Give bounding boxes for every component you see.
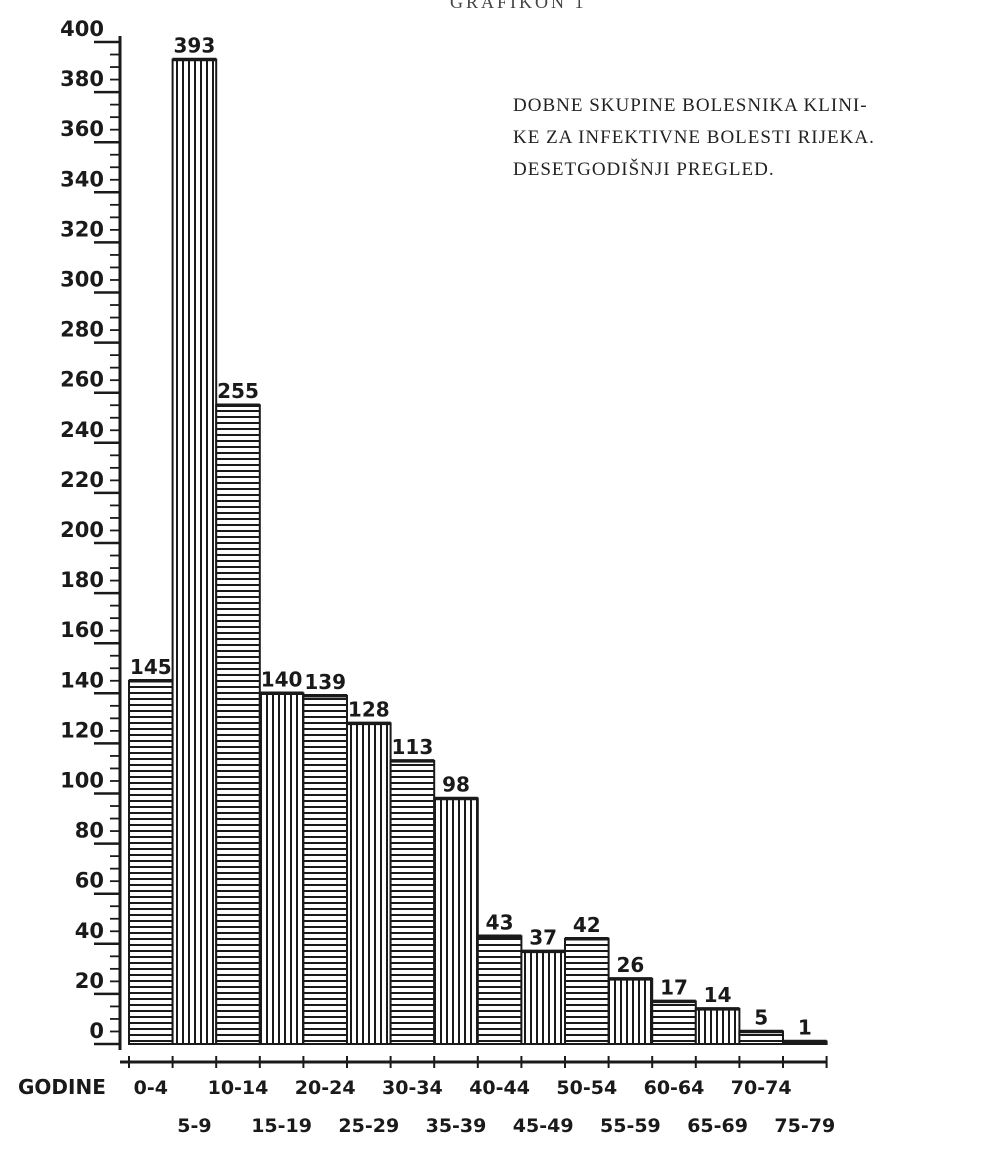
y-tick-label: 300 (60, 268, 104, 292)
value-label-15-19: 140 (261, 667, 303, 691)
x-tick-label-0-4: 0-4 (134, 1077, 168, 1099)
chart-title: DOBNE SKUPINE BOLESNIKA KLINI- KE ZA INF… (513, 95, 875, 180)
value-label-70-74: 5 (754, 1005, 768, 1029)
bar-55-59 (607, 977, 654, 1045)
y-tick-label: 60 (75, 869, 104, 893)
y-tick-label: 360 (60, 117, 104, 141)
x-tick-label-25-29: 25-29 (338, 1115, 399, 1137)
y-tick-label: 380 (60, 67, 104, 91)
bar-30-34 (389, 759, 436, 1045)
x-tick-label-10-14: 10-14 (208, 1077, 269, 1099)
y-tick-label: 40 (75, 919, 104, 943)
x-tick-label-75-79: 75-79 (774, 1115, 835, 1137)
bar-70-74 (738, 1030, 785, 1045)
y-tick-label: 240 (60, 418, 104, 442)
value-label-30-34: 113 (392, 735, 434, 759)
y-tick-label: 120 (60, 718, 104, 742)
value-label-25-29: 128 (348, 697, 390, 721)
bar-10-14 (215, 404, 261, 1046)
y-tick-label: 100 (60, 769, 104, 793)
value-label-45-49: 37 (529, 925, 557, 949)
y-tick-label: 320 (60, 217, 104, 241)
y-axis: 0 20 40 60 80 100 120 140 160 180 200 220 240 260 280 3… (60, 17, 122, 1050)
bar-35-39 (433, 797, 479, 1046)
value-label-20-24: 139 (304, 670, 346, 694)
bars (128, 57, 828, 1046)
x-tick-label-65-69: 65-69 (687, 1115, 748, 1137)
x-tick-label-20-24: 20-24 (295, 1077, 356, 1099)
y-tick-label: 140 (60, 668, 104, 692)
x-tick-label-50-54: 50-54 (556, 1077, 617, 1099)
y-tick-label: 20 (75, 969, 104, 993)
y-tick-label: 160 (60, 618, 104, 642)
bar-0-4 (128, 679, 174, 1046)
bar-5-9 (171, 58, 218, 1046)
chart-header-top: GRAFIKON 1 (450, 0, 587, 12)
y-tick-label: 400 (60, 17, 104, 41)
x-tick-label-70-74: 70-74 (731, 1077, 792, 1099)
y-tick-label: 340 (60, 167, 104, 191)
chart-title-line-1: DOBNE SKUPINE BOLESNIKA KLINI- (513, 95, 868, 116)
chart-title-line-3: DESETGODIŠNJI PREGLED. (513, 158, 775, 180)
x-axis: 0-4 5-9 10-14 15-19 20-24 25-29 30-34 35-39 40-4… (120, 1056, 835, 1137)
x-axis-label: GODINE (18, 1075, 106, 1099)
y-tick-label: 180 (60, 568, 104, 592)
x-tick-label-5-9: 5-9 (177, 1115, 211, 1137)
x-tick-label-40-44: 40-44 (469, 1077, 530, 1099)
value-label-10-14: 255 (217, 379, 259, 403)
value-label-65-69: 14 (704, 983, 732, 1007)
value-label-60-64: 17 (660, 975, 688, 999)
x-tick-label-55-59: 55-59 (600, 1115, 661, 1137)
x-tick-label-30-34: 30-34 (382, 1077, 443, 1099)
x-tick-label-45-49: 45-49 (513, 1115, 574, 1137)
value-label-35-39: 98 (442, 773, 470, 797)
y-tick-label: 220 (60, 468, 104, 492)
value-label-40-44: 43 (486, 910, 514, 934)
x-tick-label-15-19: 15-19 (251, 1115, 312, 1137)
value-label-5-9: 393 (174, 34, 216, 58)
chart-title-line-2: KE ZA INFEKTIVNE BOLESTI RIJEKA. (513, 127, 875, 148)
value-label-0-4: 145 (130, 655, 172, 679)
bar-40-44 (476, 935, 523, 1045)
x-tick-label-60-64: 60-64 (644, 1077, 705, 1099)
bar-45-49 (520, 950, 567, 1045)
x-tick-label-35-39: 35-39 (426, 1115, 487, 1137)
bar-60-64 (651, 1000, 697, 1045)
y-tick-label: 80 (75, 819, 104, 843)
y-tick-label: 280 (60, 318, 104, 342)
bar-20-24 (302, 694, 348, 1045)
value-label-55-59: 26 (616, 953, 644, 977)
value-label-50-54: 42 (573, 913, 601, 937)
y-tick-label: 260 (60, 368, 104, 392)
bar-15-19 (258, 692, 305, 1045)
bar-50-54 (564, 937, 610, 1045)
y-tick-label: 0 (89, 1019, 104, 1043)
y-tick-label: 200 (60, 518, 104, 542)
value-label-75-79: 1 (798, 1015, 812, 1039)
bar-25-29 (346, 722, 392, 1045)
bar-65-69 (694, 1007, 741, 1045)
